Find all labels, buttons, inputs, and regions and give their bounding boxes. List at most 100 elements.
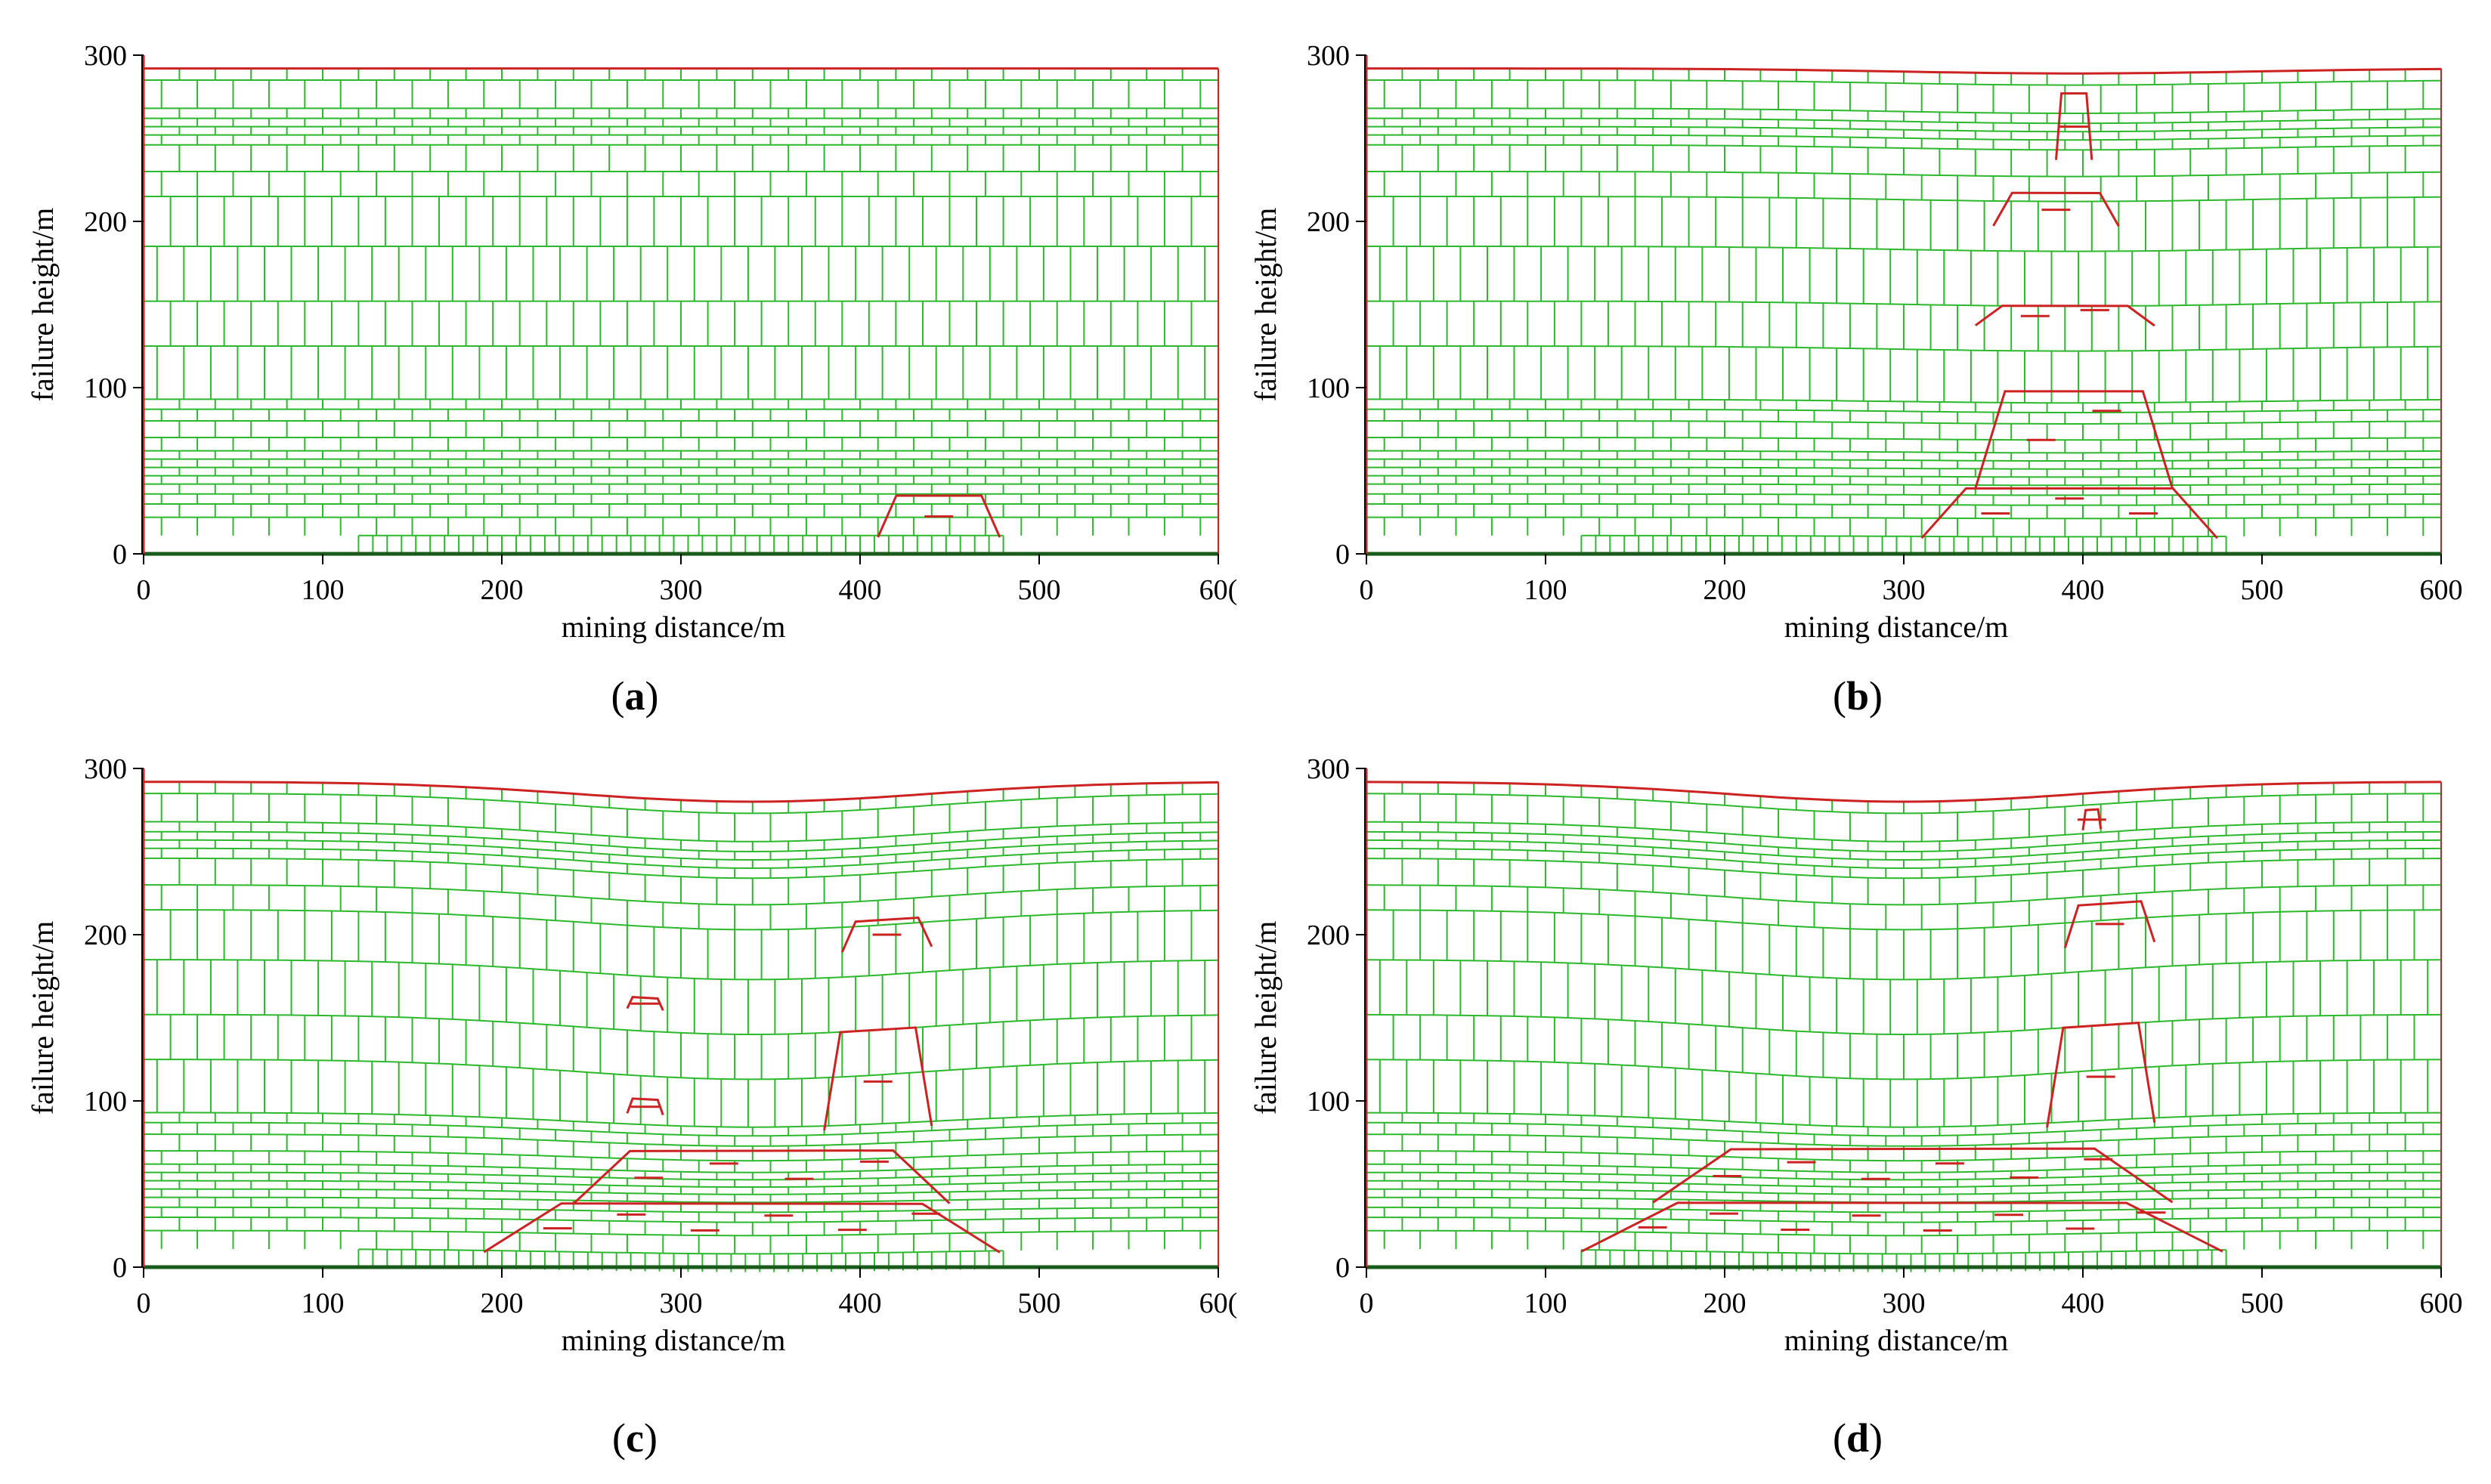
failure-zones xyxy=(1580,808,2223,1253)
layer-boundary xyxy=(1366,858,2442,880)
y-tick-label: 300 xyxy=(84,40,127,72)
layer-boundary xyxy=(1581,1249,2226,1255)
failure-zone xyxy=(840,916,933,953)
caption-b: (b) xyxy=(1832,673,1883,719)
failure-zone xyxy=(1974,390,2174,489)
layer-boundary xyxy=(1366,1179,2441,1188)
failure-zone xyxy=(572,1149,951,1205)
x-tick-label: 400 xyxy=(839,574,882,606)
x-tick-label: 0 xyxy=(137,1288,151,1319)
x-tick-label: 500 xyxy=(2241,1288,2284,1319)
x-tick-label: 300 xyxy=(660,574,703,606)
x-axis-title: mining distance/m xyxy=(562,1323,786,1357)
x-tick-label: 300 xyxy=(1883,1288,1926,1319)
failure-zone xyxy=(2063,900,2156,948)
model-top-surface xyxy=(1366,781,2442,803)
y-axis-title: failure height/m xyxy=(1249,208,1283,402)
x-tick-label: 0 xyxy=(1360,574,1374,606)
y-tick-label: 100 xyxy=(1307,373,1350,404)
y-axis-title: failure height/m xyxy=(1249,921,1283,1115)
x-tick-label: 200 xyxy=(1703,1288,1747,1319)
y-tick-label: 0 xyxy=(113,1252,127,1284)
layer-boundary xyxy=(1366,1217,2441,1223)
rock-blocks xyxy=(143,67,1219,554)
x-tick-label: 600 xyxy=(2420,574,2463,606)
layer-boundary xyxy=(1581,534,2226,538)
y-tick-label: 200 xyxy=(84,920,127,951)
y-axis-title: failure height/m xyxy=(26,208,60,402)
x-tick-label: 400 xyxy=(2062,1288,2105,1319)
failure-zone xyxy=(626,1097,664,1116)
failure-zone xyxy=(1974,305,2155,327)
y-tick-label: 100 xyxy=(84,373,127,404)
model-top-surface xyxy=(144,781,1219,803)
y-tick-label: 200 xyxy=(1307,206,1350,238)
layer-boundary xyxy=(144,959,1219,981)
x-tick-label: 500 xyxy=(1018,1288,1061,1319)
x-tick-label: 300 xyxy=(660,1288,703,1319)
x-tick-label: 60( xyxy=(1199,574,1238,606)
failure-zones xyxy=(483,916,1001,1254)
caption-c: (c) xyxy=(612,1415,658,1461)
layer-boundary xyxy=(144,1059,1219,1081)
failure-zone xyxy=(1652,1147,2174,1204)
caption-a: (a) xyxy=(611,673,659,719)
x-axis-title: mining distance/m xyxy=(1784,1323,2009,1357)
y-tick-label: 100 xyxy=(84,1086,127,1118)
layer-boundary xyxy=(1366,884,2442,906)
x-axis-title: mining distance/m xyxy=(1784,610,2009,644)
layer-boundary xyxy=(1366,959,2442,981)
caption-d: (d) xyxy=(1832,1415,1883,1461)
layer-boundary xyxy=(1366,1121,2441,1137)
failure-zone xyxy=(1920,487,2218,539)
chart-panel-a: 0 100 200 300 400 500 60( 0 100 200 300 mining dist… xyxy=(0,0,1246,742)
x-tick-label: 500 xyxy=(2241,574,2284,606)
failure-zone xyxy=(2055,92,2093,160)
chart-svg-a: 0 100 200 300 400 500 60( 0 100 200 300 mining dist… xyxy=(26,40,1238,644)
chart-svg-b: 0 100 200 300 400 500 600 0 100 200 300 mining dist… xyxy=(1249,40,2463,644)
chart-svg-c: 0 100 200 300 400 500 60(0 100 200 300 mining dist… xyxy=(26,753,1238,1357)
x-tick-label: 500 xyxy=(1018,574,1061,606)
x-tick-label: 100 xyxy=(302,574,345,606)
chart-svg-d: 0 100 200 300 400 500 600 0 100 200 300 mining dist… xyxy=(1249,753,2463,1357)
x-tick-label: 60( xyxy=(1199,1288,1238,1319)
x-tick-label: 200 xyxy=(481,1288,524,1319)
y-tick-label: 200 xyxy=(1307,920,1350,951)
layer-boundary xyxy=(1366,1196,2441,1204)
x-tick-label: 0 xyxy=(1360,1288,1374,1319)
y-tick-label: 300 xyxy=(1307,753,1350,785)
y-tick-label: 0 xyxy=(1335,1252,1350,1284)
y-tick-label: 300 xyxy=(1307,40,1350,72)
x-axis-title: mining distance/m xyxy=(562,610,786,644)
y-tick-label: 0 xyxy=(1335,539,1350,570)
y-tick-label: 200 xyxy=(84,206,127,238)
x-tick-label: 100 xyxy=(1524,1288,1567,1319)
x-tick-label: 0 xyxy=(137,574,151,606)
layer-boundary xyxy=(1366,793,2442,815)
failure-zone xyxy=(626,996,664,1011)
rock-blocks xyxy=(1366,67,2442,555)
failure-zone xyxy=(877,494,1001,538)
chart-panel-b: 0 100 200 300 400 500 600 0 100 200 300 mining dist… xyxy=(1246,0,2491,742)
x-tick-label: 200 xyxy=(1703,574,1747,606)
rock-blocks xyxy=(143,781,1219,1272)
failure-zone xyxy=(823,1026,933,1131)
failure-zones xyxy=(877,494,1001,538)
x-tick-label: 600 xyxy=(2420,1288,2463,1319)
layer-boundary xyxy=(1366,1059,2442,1081)
rock-blocks xyxy=(1366,781,2442,1272)
y-tick-label: 100 xyxy=(1307,1086,1350,1118)
chart-panel-d: 0 100 200 300 400 500 600 0 100 200 300 mining dist… xyxy=(1246,742,2491,1484)
y-axis-title: failure height/m xyxy=(26,921,60,1115)
failure-zone xyxy=(1580,1201,2223,1253)
x-tick-label: 100 xyxy=(1524,574,1567,606)
y-tick-label: 0 xyxy=(113,539,127,570)
y-tick-label: 300 xyxy=(84,753,127,785)
layer-boundary xyxy=(1366,1163,2442,1173)
failure-zone xyxy=(2046,1022,2156,1128)
layer-boundary xyxy=(358,1248,1004,1255)
model-top-surface xyxy=(1366,67,2442,75)
x-tick-label: 200 xyxy=(481,574,524,606)
failure-zone xyxy=(1992,191,2120,227)
x-tick-label: 400 xyxy=(839,1288,882,1319)
